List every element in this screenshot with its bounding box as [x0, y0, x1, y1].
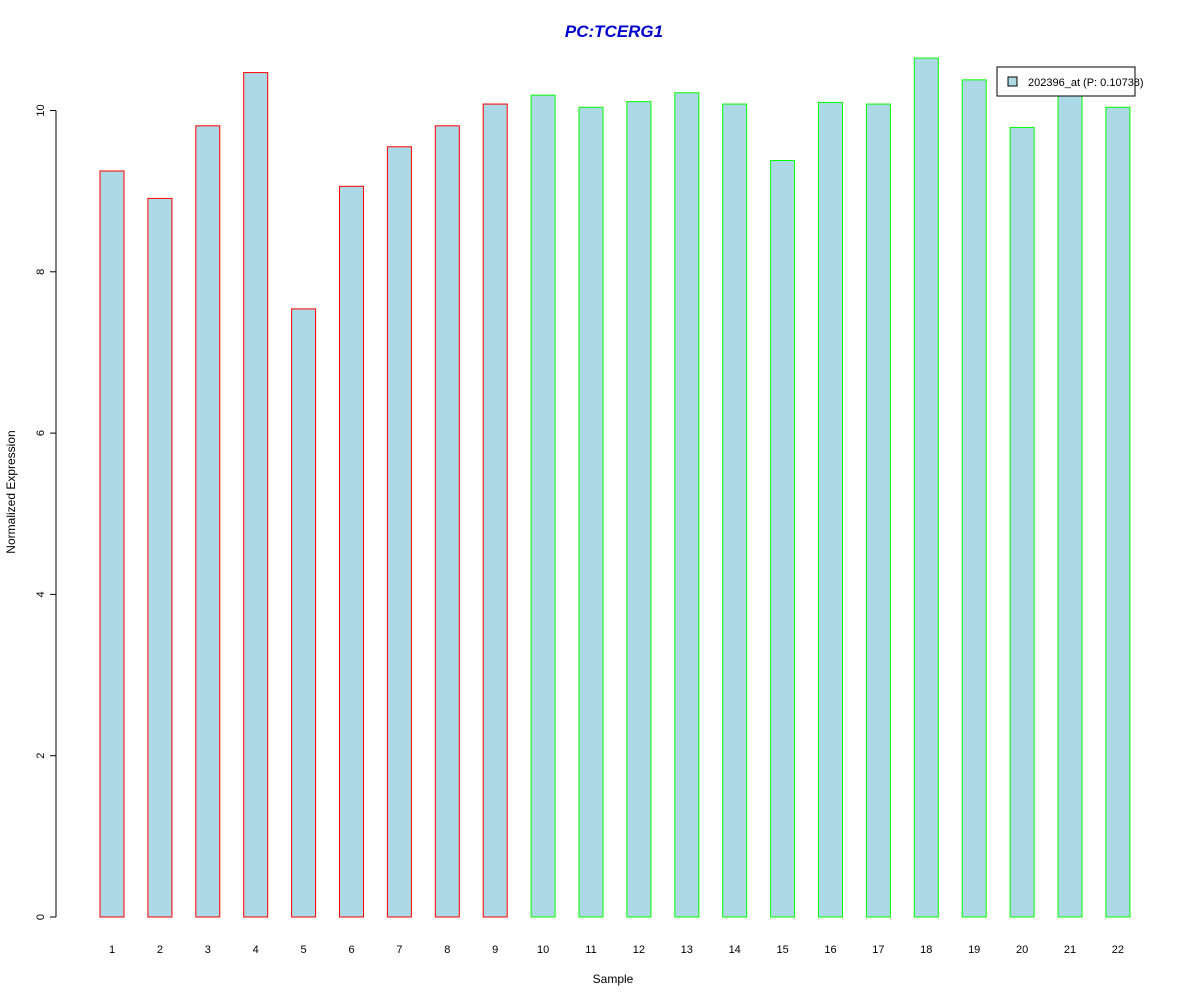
legend: 202396_at (P: 0.10738): [996, 66, 1144, 97]
bar-sample-13: [674, 92, 700, 918]
y-tick-label: 10: [35, 104, 47, 116]
y-axis-label: Normalized Expression: [4, 430, 18, 553]
y-tick-label: 0: [35, 914, 47, 920]
bar-sample-7: [386, 146, 412, 918]
bar-sample-17: [865, 103, 891, 918]
bar-sample-1: [99, 170, 125, 918]
x-tick-label: 22: [1112, 944, 1124, 956]
bar-sample-10: [530, 94, 556, 918]
chart-title: PC:TCERG1: [565, 22, 663, 41]
x-tick-label: 12: [633, 944, 645, 956]
y-tick-label: 8: [35, 269, 47, 275]
x-tick-label: 20: [1016, 944, 1028, 956]
x-tick-label: 9: [492, 944, 498, 956]
x-tick-label: 10: [537, 944, 549, 956]
x-tick-label: 14: [729, 944, 741, 956]
x-tick-label: 6: [348, 944, 354, 956]
legend-box: [996, 66, 1136, 97]
bar-sample-11: [578, 106, 604, 918]
x-tick-label: 18: [920, 944, 932, 956]
bar-sample-21: [1057, 95, 1083, 918]
bar-sample-20: [1009, 126, 1035, 918]
bar-sample-14: [722, 103, 748, 918]
bar-sample-18: [913, 57, 939, 918]
bar-sample-4: [243, 72, 269, 918]
bar-sample-12: [626, 101, 652, 918]
x-tick-label: 21: [1064, 944, 1076, 956]
x-tick-label: 8: [444, 944, 450, 956]
y-tick-label: 6: [35, 430, 47, 436]
bar-sample-8: [434, 125, 460, 918]
bar-sample-22: [1105, 106, 1131, 918]
x-tick-label: 13: [681, 944, 693, 956]
legend-label: 202396_at (P: 0.10738): [1028, 77, 1144, 89]
x-tick-label: 11: [585, 944, 596, 956]
bar-sample-2: [147, 197, 173, 918]
bar-sample-3: [195, 125, 221, 918]
x-tick-label: 2: [157, 944, 163, 956]
y-axis: 0 2 4 6 8 10: [35, 104, 57, 920]
x-tick-label: 4: [253, 944, 259, 956]
bar-sample-9: [482, 103, 508, 918]
y-tick-label: 4: [35, 591, 47, 597]
x-tick-label: 5: [301, 944, 307, 956]
bar-sample-6: [339, 185, 364, 918]
bars-group: [99, 57, 1131, 918]
x-tick-label: 19: [968, 944, 980, 956]
y-tick-label: 2: [35, 753, 47, 759]
x-tick-labels: 1 2 3 4 5 6 7 8 9 10 11 12 13 14 15 16 17 18 19 20 21 22: [109, 944, 1124, 956]
x-tick-label: 15: [776, 944, 788, 956]
x-tick-label: 1: [109, 944, 115, 956]
bar-sample-16: [818, 101, 843, 918]
x-tick-label: 17: [872, 944, 884, 956]
bar-sample-15: [770, 160, 796, 918]
x-axis-label: Sample: [593, 972, 634, 986]
bar-sample-5: [291, 308, 317, 918]
x-tick-label: 7: [396, 944, 402, 956]
x-tick-label: 16: [824, 944, 836, 956]
bar-sample-19: [961, 79, 987, 918]
x-tick-label: 3: [205, 944, 211, 956]
legend-swatch: [1007, 76, 1018, 87]
